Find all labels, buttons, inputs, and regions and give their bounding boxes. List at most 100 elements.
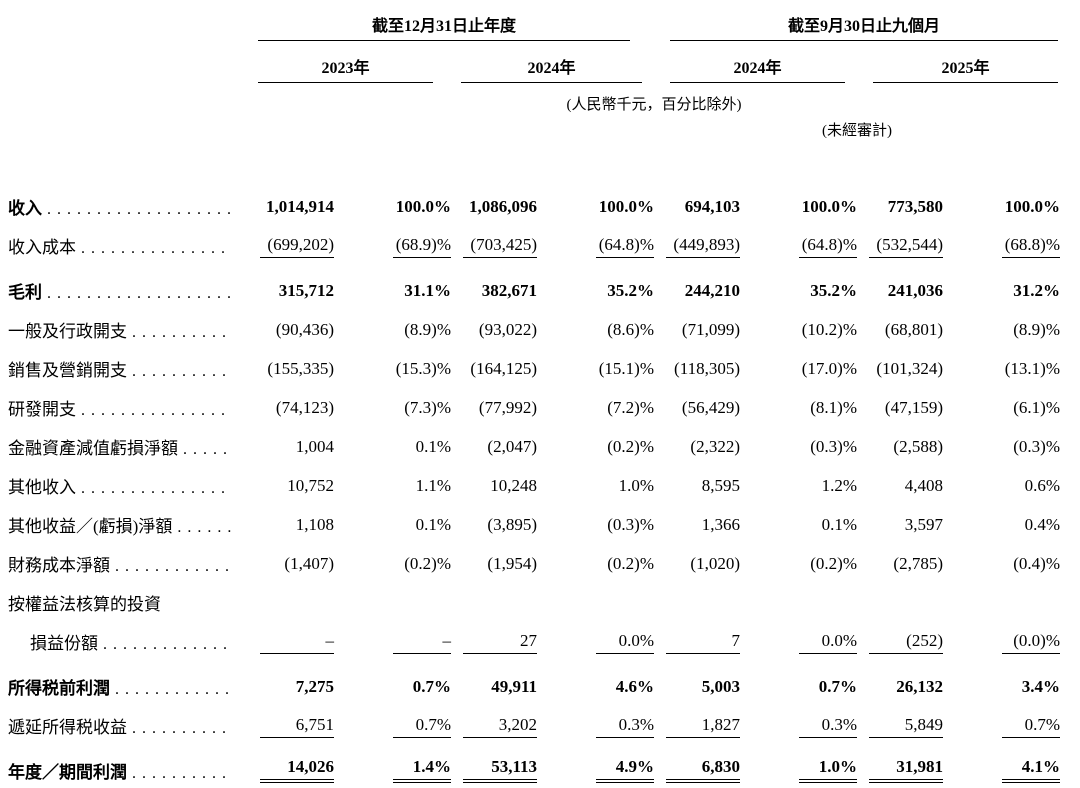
cell-number: 0.1% (821, 515, 857, 534)
value-cell: 694,103 (654, 197, 740, 219)
value-cell: (532,544) (857, 235, 943, 258)
value-cell: (93,022) (451, 320, 537, 342)
currency-note: (人民幣千元，百分比除外) (566, 97, 742, 113)
value-cell: (56,429) (654, 398, 740, 420)
cell-number: 1.0% (618, 476, 654, 495)
value-cell: (699,202) (248, 235, 334, 258)
row-label: 研發開支 (0, 395, 248, 420)
value-cell: 382,671 (451, 281, 537, 303)
percent-cell: 1.0% (740, 757, 857, 783)
percent-cell: 4.6% (537, 677, 654, 699)
row-label: 銷售及營銷開支 (0, 356, 248, 381)
percent-cell: (0.3)% (943, 437, 1060, 459)
value-cell: (252) (857, 631, 943, 654)
percent-cell: (13.1)% (943, 359, 1060, 381)
row-label-text: 按權益法核算的投資 (8, 595, 161, 614)
dot-leader (183, 439, 232, 459)
cell-number: 7,275 (295, 677, 334, 696)
cell-number: (0.3)% (1013, 437, 1060, 456)
dot-leader (177, 517, 232, 537)
cell-number: 4.6% (615, 677, 654, 696)
cell-number: (2,322) (690, 437, 740, 456)
cell-number: (1,407) (284, 554, 334, 573)
value-cell: (77,992) (451, 398, 537, 420)
percent-cell: 0.7% (943, 715, 1060, 738)
value-cell: (74,123) (248, 398, 334, 420)
cell-number: 49,911 (491, 677, 537, 696)
row-label: 一般及行政開支 (0, 317, 248, 342)
percent-cell: 31.2% (943, 281, 1060, 303)
cell-number: (8.9)% (404, 320, 451, 339)
value-cell: – (248, 631, 334, 654)
cell-number: 1.2% (821, 476, 857, 495)
cell-number: 0.7% (818, 677, 857, 696)
cell-number: (532,544) (869, 235, 943, 258)
row-label-text: 一般及行政開支 (8, 322, 127, 341)
percent-cell: 100.0% (537, 197, 654, 219)
table-row: 銷售及營銷開支 (155,335) (15.3)% (164,125) (15.1)% (… (0, 342, 1080, 381)
cell-number: (0.4)% (1013, 554, 1060, 573)
table-row: 一般及行政開支 (90,436) (8.9)% (93,022) (8.6)% (71,0… (0, 303, 1080, 342)
table-row: 其他收入 10,752 1.1% 10,248 1.0% 8,595 1.2% 4,408 0.… (0, 459, 1080, 498)
percent-cell: 4.1% (943, 757, 1060, 783)
cell-number: 100.0% (1004, 197, 1060, 216)
table-row: 毛利 315,712 31.1% 382,671 35.2% 244,210 35.2% 24… (0, 264, 1080, 303)
cell-number: 31.2% (1013, 281, 1060, 300)
dot-leader (132, 718, 232, 738)
year-header-row: 2023年 2024年 2024年 2025年 (0, 54, 1080, 83)
cell-number: (0.2)% (404, 554, 451, 573)
value-cell: 8,595 (654, 476, 740, 498)
cell-number: 0.0% (596, 631, 654, 654)
value-cell: (3,895) (451, 515, 537, 537)
cell-number: 5,003 (701, 677, 740, 696)
cell-number: (56,429) (681, 398, 740, 417)
percent-cell: (7.2)% (537, 398, 654, 420)
cell-number: 31,981 (869, 757, 943, 783)
percent-cell: (7.3)% (334, 398, 451, 420)
cell-number: 0.7% (393, 715, 451, 738)
cell-number: (68.8)% (1002, 235, 1060, 258)
value-cell: (71,099) (654, 320, 740, 342)
cell-number: (6.1)% (1013, 398, 1060, 417)
cell-number: (3,895) (487, 515, 537, 534)
cell-number: 1.1% (415, 476, 451, 495)
percent-cell: 3.4% (943, 677, 1060, 699)
value-cell: 5,849 (857, 715, 943, 738)
cell-number: 27 (463, 631, 537, 654)
row-label: 財務成本淨額 (0, 551, 248, 576)
year-header-2023: 2023年 (258, 54, 433, 83)
table-row: 所得税前利潤 7,275 0.7% 49,911 4.6% 5,003 0.7% 26,132… (0, 660, 1080, 699)
cell-number: (0.2)% (607, 554, 654, 573)
dot-leader (81, 478, 232, 498)
value-cell: (90,436) (248, 320, 334, 342)
table-row: 其他收益／(虧損)淨額 1,108 0.1% (3,895) (0.3)% 1,366 0.… (0, 498, 1080, 537)
percent-cell: 0.7% (740, 677, 857, 699)
cell-number: (8.9)% (1013, 320, 1060, 339)
cell-number: (449,893) (666, 235, 740, 258)
row-label-text: 收入成本 (8, 238, 76, 257)
percent-cell: 0.6% (943, 476, 1060, 498)
financial-summary-table: 截至12月31日止年度 截至9月30日止九個月 2023年 2024年 2024… (0, 12, 1080, 783)
cell-number: (71,099) (681, 320, 740, 339)
cell-number: 1,004 (295, 437, 334, 456)
row-label: 遞延所得税收益 (0, 713, 248, 738)
cell-number: 31.1% (404, 281, 451, 300)
cell-number: (64.8)% (799, 235, 857, 258)
dot-leader (81, 238, 232, 258)
cell-number: (101,324) (876, 359, 943, 378)
row-label-text: 其他收入 (8, 478, 76, 497)
percent-cell: 100.0% (334, 197, 451, 219)
percent-cell: 0.3% (740, 715, 857, 738)
dot-leader (47, 199, 232, 219)
cell-number: (13.1)% (1004, 359, 1060, 378)
value-cell: 10,752 (248, 476, 334, 498)
row-label-text: 損益份額 (30, 634, 98, 653)
cell-number: 35.2% (607, 281, 654, 300)
value-cell: (2,785) (857, 554, 943, 576)
cell-number: (93,022) (478, 320, 537, 339)
cell-number: 0.6% (1024, 476, 1060, 495)
value-cell: 49,911 (451, 677, 537, 699)
cell-number: (252) (869, 631, 943, 654)
percent-cell: 0.0% (537, 631, 654, 654)
cell-number: (10.2)% (801, 320, 857, 339)
